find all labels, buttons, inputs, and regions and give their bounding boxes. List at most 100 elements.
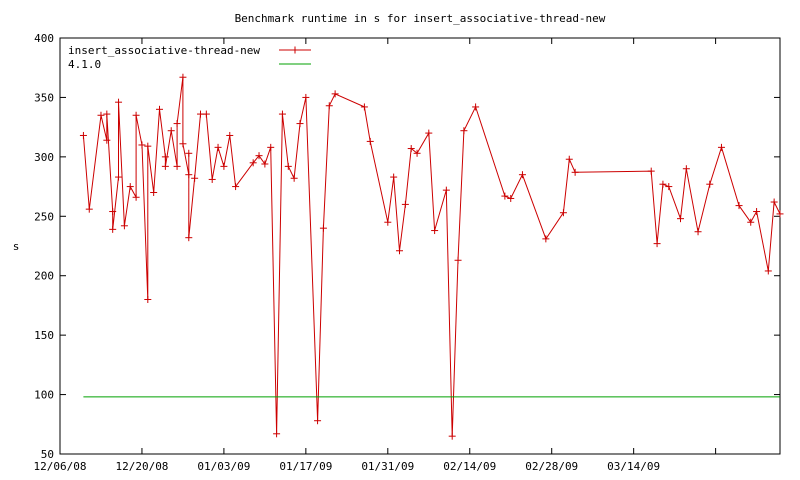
data-point (360, 103, 368, 111)
data-point (302, 93, 310, 101)
x-tick-label: 02/28/09 (525, 460, 578, 473)
y-tick-label: 50 (41, 448, 54, 461)
data-point (132, 111, 140, 119)
series-line-0 (82, 77, 781, 437)
data-point (144, 142, 152, 150)
data-point (261, 160, 269, 168)
legend-label-0: insert_associative-thread-new (68, 44, 260, 57)
data-point (753, 208, 761, 216)
data-point (79, 131, 87, 139)
data-point (518, 171, 526, 179)
data-point (120, 222, 128, 230)
data-point (296, 120, 304, 128)
data-point (764, 267, 772, 275)
data-point (144, 295, 152, 303)
data-point (331, 90, 339, 98)
data-point (126, 183, 134, 191)
data-point (150, 189, 158, 197)
data-point (273, 430, 281, 438)
data-point (366, 137, 374, 145)
data-point (214, 143, 222, 151)
y-axis-label: s (13, 240, 20, 253)
data-point (776, 210, 784, 218)
data-point (676, 215, 684, 223)
data-point (501, 192, 509, 200)
data-point (161, 153, 169, 161)
data-point (179, 140, 187, 148)
data-point (682, 165, 690, 173)
x-tick-label: 02/14/09 (443, 460, 496, 473)
data-point (442, 186, 450, 194)
data-point (185, 234, 193, 242)
x-tick-label: 12/20/08 (115, 460, 168, 473)
data-point (706, 180, 714, 188)
x-tick-label: 01/03/09 (197, 460, 250, 473)
data-point (647, 167, 655, 175)
data-point (319, 224, 327, 232)
x-axis: 12/06/08 12/20/08 01/03/09 01/17/09 01/31/09… (34, 38, 717, 473)
y-tick-label: 300 (34, 151, 54, 164)
data-point (747, 218, 755, 226)
data-point (565, 155, 573, 163)
data-point (694, 228, 702, 236)
data-point (115, 98, 123, 106)
data-point (717, 143, 725, 151)
data-point (431, 227, 439, 235)
plot-frame (59, 37, 781, 455)
data-point (425, 129, 433, 137)
data-point (770, 198, 778, 206)
x-tick-label: 12/06/08 (34, 460, 87, 473)
data-point (132, 193, 140, 201)
data-point (448, 432, 456, 440)
data-point (115, 173, 123, 181)
x-tick-label: 03/14/09 (607, 460, 660, 473)
data-point (454, 256, 462, 264)
y-tick-label: 350 (34, 91, 54, 104)
x-tick-label: 01/17/09 (279, 460, 332, 473)
legend-label-1: 4.1.0 (68, 58, 101, 71)
data-point (390, 173, 398, 181)
data-point (185, 149, 193, 157)
data-point (109, 225, 117, 233)
data-point (173, 120, 181, 128)
data-point (413, 149, 421, 157)
data-point (97, 111, 105, 119)
x-tick-label: 01/31/09 (361, 460, 414, 473)
data-point (156, 105, 164, 113)
data-point (284, 162, 292, 170)
data-point (665, 183, 673, 191)
data-point (384, 218, 392, 226)
data-point (653, 240, 661, 248)
data-point (161, 162, 169, 170)
series-layer (79, 73, 784, 440)
data-point (138, 141, 146, 149)
data-point (507, 194, 515, 202)
y-tick-label: 200 (34, 270, 54, 283)
y-tick-label: 250 (34, 210, 54, 223)
data-point (735, 202, 743, 210)
y-tick-label: 100 (34, 389, 54, 402)
data-point (249, 159, 257, 167)
data-point (542, 235, 550, 243)
data-point (267, 143, 275, 151)
data-point (571, 168, 579, 176)
data-point (460, 127, 468, 135)
data-point (208, 175, 216, 183)
data-point (226, 131, 234, 139)
data-point (232, 183, 240, 191)
data-point (167, 127, 175, 135)
y-axis: 50 100 150 200 250 300 350 400 (34, 32, 780, 461)
data-point (103, 110, 111, 118)
data-point (173, 162, 181, 170)
data-point (659, 180, 667, 188)
data-point (202, 110, 210, 118)
data-point (196, 110, 204, 118)
data-point (559, 209, 567, 217)
data-point (472, 103, 480, 111)
data-point (396, 247, 404, 255)
data-point (401, 200, 409, 208)
data-point (278, 110, 286, 118)
data-point (179, 73, 187, 81)
